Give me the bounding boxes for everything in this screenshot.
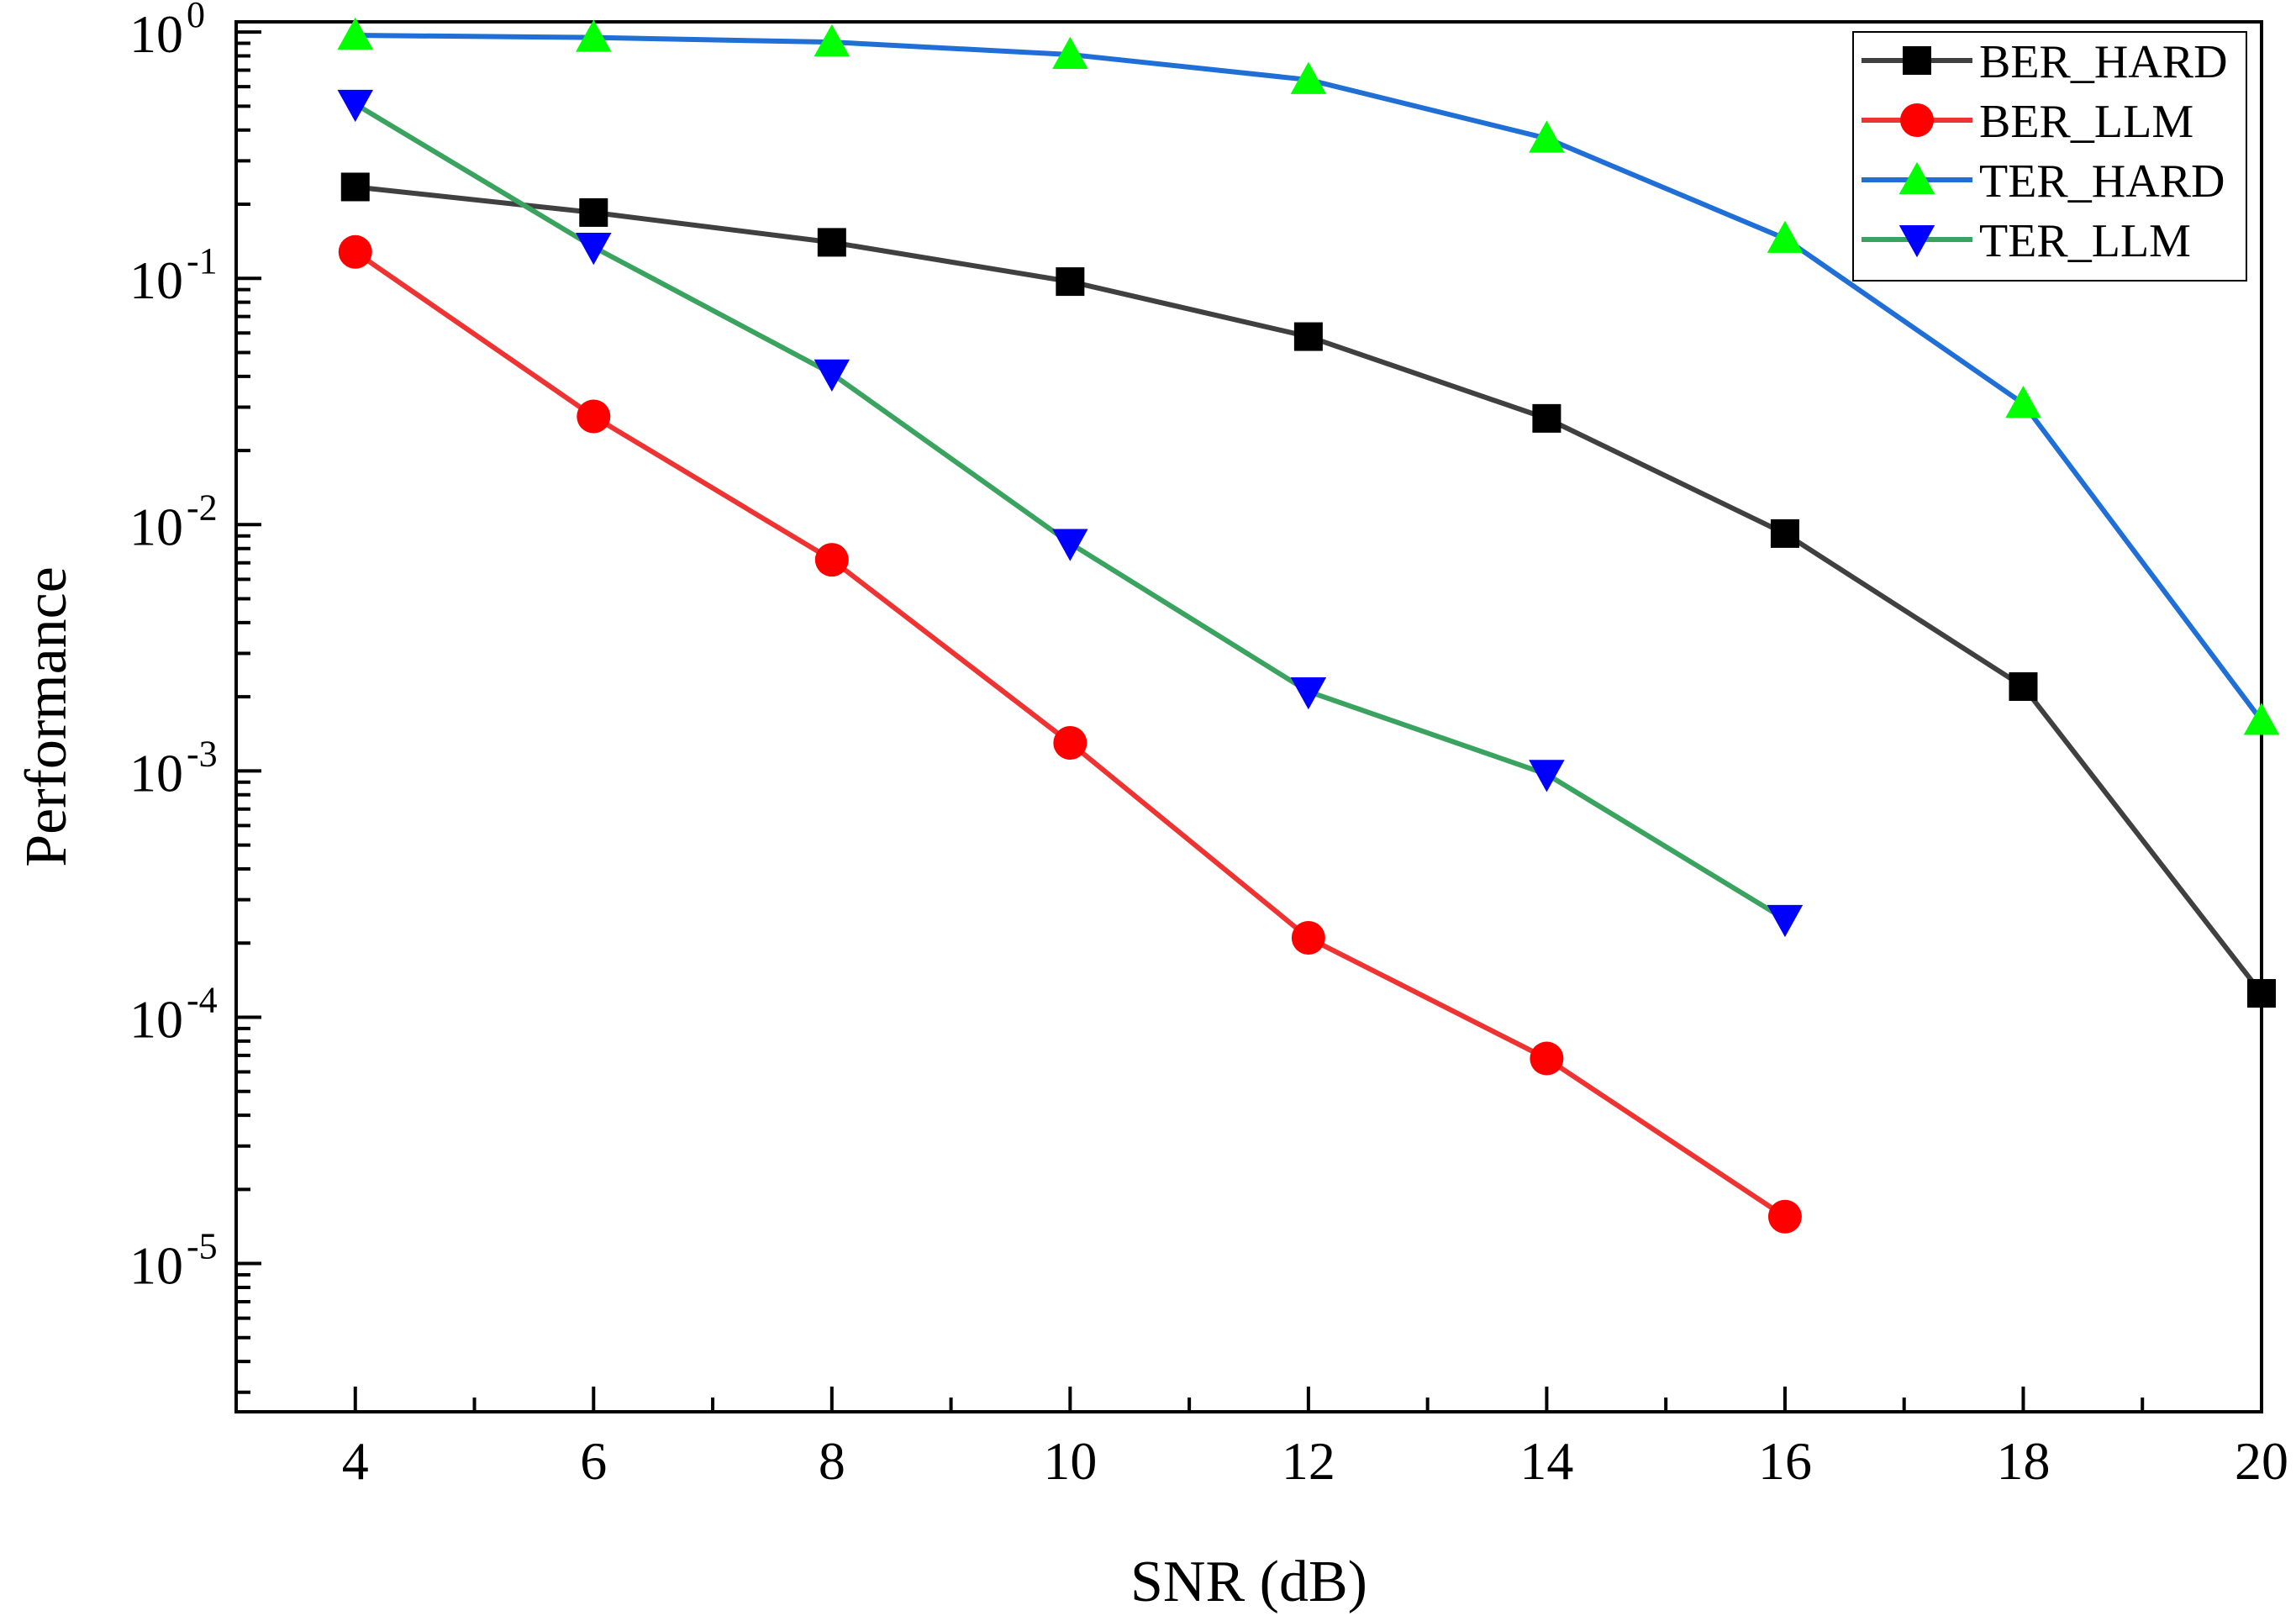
- data-point: [814, 359, 850, 392]
- series-ter-llm: [354, 102, 1787, 922]
- axis-ticks: [234, 30, 2263, 1412]
- x-tick-label: 8: [819, 1431, 845, 1491]
- x-tick-label: 20: [2235, 1431, 2288, 1491]
- data-point: [1291, 921, 1325, 955]
- data-point: [579, 197, 608, 227]
- data-point: [576, 232, 612, 266]
- y-tick-base: 10: [129, 4, 183, 64]
- data-point: [337, 17, 374, 50]
- legend-label: BER_HARD: [1979, 36, 2228, 88]
- data-point: [1767, 904, 1804, 938]
- series-markers-ter-llm: [337, 89, 1804, 938]
- y-tick-label: 10: [129, 1236, 183, 1296]
- data-point: [1052, 36, 1088, 69]
- data-point: [2009, 672, 2038, 702]
- data-point: [1532, 403, 1561, 433]
- data-point: [2247, 979, 2276, 1008]
- data-point: [1530, 1041, 1564, 1076]
- x-tick-label: 10: [1043, 1431, 1097, 1491]
- legend-label: TER_LLM: [1979, 215, 2191, 267]
- data-point: [1290, 676, 1327, 710]
- series-line: [354, 102, 1787, 922]
- data-point: [814, 24, 850, 57]
- x-tick-label: 6: [580, 1431, 607, 1491]
- data-point: [1053, 725, 1087, 760]
- x-tick-label: 14: [1519, 1431, 1573, 1491]
- legend-entry: TER_HARD: [1862, 155, 2225, 208]
- x-tick-label: 4: [342, 1431, 369, 1491]
- legend-entry: TER_LLM: [1862, 215, 2191, 267]
- data-point: [340, 172, 370, 202]
- legend-label: BER_LLM: [1979, 96, 2193, 148]
- data-point: [1290, 61, 1327, 94]
- y-tick-exponent: -3: [187, 733, 218, 774]
- data-point: [576, 19, 612, 52]
- y-tick-exponent: 0: [187, 0, 205, 35]
- series-markers-ter-hard: [337, 17, 2280, 735]
- data-point: [1056, 267, 1085, 297]
- series-markers-ber-hard: [340, 172, 2276, 1008]
- x-tick-label: 12: [1282, 1431, 1335, 1491]
- series-line: [355, 184, 2264, 995]
- legend-entry: BER_HARD: [1862, 36, 2228, 88]
- legend-marker: [1898, 161, 1935, 194]
- legend-label: TER_HARD: [1979, 155, 2225, 208]
- y-tick-exponent: -2: [187, 487, 218, 528]
- y-axis-label: Performance: [14, 566, 79, 867]
- y-tick-label: 10: [129, 497, 183, 556]
- x-tick-label: 16: [1758, 1431, 1812, 1491]
- y-tick-label: 10: [129, 250, 183, 310]
- legend-marker: [1903, 46, 1931, 75]
- y-tick-base: 10: [129, 497, 183, 556]
- data-point: [814, 543, 849, 577]
- series-layer: [337, 17, 2280, 1234]
- data-point: [577, 399, 611, 434]
- data-point: [2005, 386, 2041, 418]
- x-axis-label: SNR (dB): [1130, 1550, 1367, 1614]
- data-point: [1767, 1199, 1802, 1234]
- y-tick-label: 10: [129, 743, 183, 803]
- y-tick-base: 10: [129, 1236, 183, 1296]
- legend-entry: BER_LLM: [1862, 96, 2193, 148]
- y-tick-exponent: -1: [187, 240, 218, 282]
- y-tick-exponent: -4: [187, 979, 218, 1020]
- y-tick-label: 10: [129, 4, 183, 64]
- data-point: [1529, 120, 1565, 153]
- y-tick-base: 10: [129, 250, 183, 310]
- data-point: [338, 234, 372, 269]
- data-point: [1767, 220, 1804, 253]
- legend-marker: [1900, 103, 1934, 137]
- data-point: [2243, 703, 2280, 735]
- data-point: [337, 89, 374, 123]
- data-point: [817, 228, 846, 257]
- data-point: [1293, 322, 1323, 351]
- y-tick-exponent: -5: [187, 1226, 218, 1267]
- series-ber-hard: [355, 184, 2264, 995]
- y-tick-base: 10: [129, 743, 183, 803]
- legend-marker: [1898, 225, 1935, 258]
- data-point: [1770, 518, 1799, 548]
- series-markers-ber-llm: [338, 234, 1802, 1234]
- data-point: [1052, 529, 1088, 561]
- legend: BER_HARD BER_LLM TER_HARD TER_LLM: [1852, 31, 2247, 282]
- y-tick-base: 10: [129, 989, 183, 1049]
- y-tick-label: 10: [129, 989, 183, 1049]
- x-tick-label: 18: [1996, 1431, 2050, 1491]
- data-point: [1529, 760, 1565, 792]
